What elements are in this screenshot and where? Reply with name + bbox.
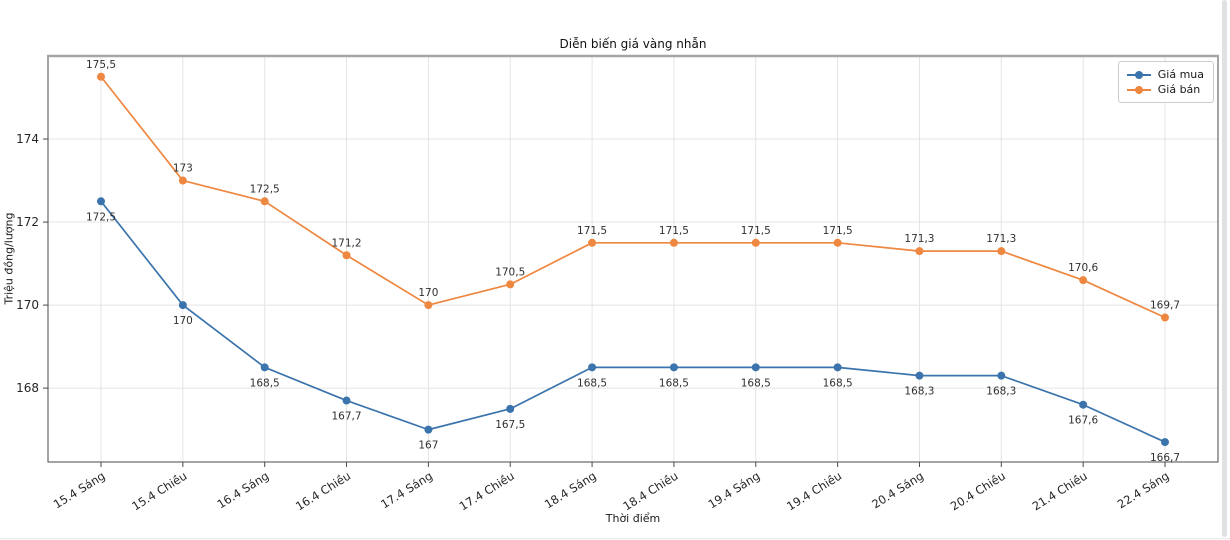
sell-data-point xyxy=(178,176,187,185)
sell-data-point xyxy=(97,72,105,81)
sell-data-label: 175,5 xyxy=(86,59,116,71)
buy-price-line xyxy=(100,200,1166,443)
sell-data-label: 171,2 xyxy=(332,237,362,249)
buy-series-swatch-icon xyxy=(1126,70,1151,79)
sell-series-swatch-icon xyxy=(1126,85,1151,94)
buy-data-point xyxy=(506,404,515,413)
buy-data-label: 168,5 xyxy=(577,377,607,389)
sell-data-label: 171,5 xyxy=(741,225,771,237)
buy-data-point xyxy=(751,363,760,372)
x-tick-label: 20.4 Sáng xyxy=(869,469,926,512)
buy-data-point xyxy=(833,363,842,372)
buy-data-label: 168,5 xyxy=(250,377,280,389)
sell-data-label: 169,7 xyxy=(1150,300,1180,312)
buy-data-point xyxy=(342,396,351,405)
buy-data-label: 168,3 xyxy=(904,386,934,398)
vertical-scrollbar[interactable] xyxy=(1222,0,1227,537)
x-tick-label: 18.4 Chiều xyxy=(620,469,680,514)
x-tick-label: 17.4 Chiều xyxy=(457,469,517,514)
y-tick-label: 170 xyxy=(16,298,39,312)
x-tick-label: 22.4 Sáng xyxy=(1115,469,1172,512)
buy-data-point xyxy=(1079,400,1088,409)
sell-data-point xyxy=(915,247,924,256)
sell-data-label: 172,5 xyxy=(250,183,280,195)
x-tick-label: 15.4 Sáng xyxy=(51,469,108,512)
sell-data-label: 170,5 xyxy=(495,266,525,278)
buy-data-label: 170 xyxy=(173,315,193,327)
buy-data-label: 172,5 xyxy=(86,211,116,223)
sell-data-point xyxy=(1161,313,1169,322)
buy-data-label: 168,5 xyxy=(741,377,771,389)
buy-data-point xyxy=(997,371,1006,380)
x-tick-label: 19.4 Sáng xyxy=(706,469,763,512)
sell-data-label: 170 xyxy=(418,287,438,299)
buy-data-point xyxy=(424,425,433,434)
x-tick-label: 17.4 Sáng xyxy=(378,469,435,512)
chart-title: Diễn biến giá vàng nhẫn xyxy=(559,37,707,51)
buy-data-label: 167,7 xyxy=(332,411,362,423)
sell-data-point xyxy=(588,238,597,247)
buy-data-label: 166,7 xyxy=(1150,452,1180,464)
sell-data-point xyxy=(1079,276,1088,285)
buy-data-point xyxy=(669,363,678,372)
legend-item-sell: Giá bán xyxy=(1126,82,1204,97)
legend-label-sell: Giá bán xyxy=(1157,83,1201,96)
legend-label-buy: Giá mua xyxy=(1157,68,1204,81)
sell-data-point xyxy=(424,301,433,310)
x-tick-label: 15.4 Chiều xyxy=(129,469,189,514)
buy-data-point xyxy=(588,363,597,372)
sell-price-line xyxy=(100,76,1166,319)
chart-legend: Giá mua Giá bán xyxy=(1117,61,1214,103)
buy-data-label: 167,6 xyxy=(1068,415,1098,427)
buy-data-point xyxy=(97,197,105,206)
legend-item-buy: Giá mua xyxy=(1126,67,1204,82)
x-tick-label: 19.4 Chiều xyxy=(784,469,844,514)
sell-data-point xyxy=(751,238,760,247)
y-tick-label: 174 xyxy=(16,132,39,146)
sell-data-label: 171,3 xyxy=(904,233,934,245)
sell-data-point xyxy=(669,238,678,247)
x-tick-label: 18.4 Sáng xyxy=(542,469,599,512)
sell-data-label: 170,6 xyxy=(1068,262,1098,274)
buy-data-point xyxy=(1161,438,1169,447)
sell-data-label: 171,3 xyxy=(986,233,1016,245)
buy-data-point xyxy=(260,363,269,372)
buy-data-label: 168,3 xyxy=(986,386,1016,398)
sell-data-point xyxy=(342,251,351,260)
sell-data-point xyxy=(833,238,842,247)
buy-data-label: 168,5 xyxy=(823,377,853,389)
buy-data-label: 168,5 xyxy=(659,377,689,389)
buy-data-label: 167 xyxy=(418,440,438,452)
page-bottom-border xyxy=(0,538,1230,539)
sell-data-point xyxy=(997,247,1006,256)
y-tick-label: 168 xyxy=(16,381,39,395)
sell-data-point xyxy=(260,197,269,206)
sell-data-label: 171,5 xyxy=(577,225,607,237)
buy-data-label: 167,5 xyxy=(495,419,525,431)
sell-data-label: 171,5 xyxy=(823,225,853,237)
x-tick-label: 21.4 Chiều xyxy=(1030,469,1090,514)
y-axis-label: Triệu đồng/lượng xyxy=(2,212,16,305)
x-tick-label: 16.4 Sáng xyxy=(215,469,272,512)
plot-frame xyxy=(47,55,1219,463)
sell-data-label: 173 xyxy=(173,163,193,175)
buy-data-point xyxy=(915,371,924,380)
x-tick-label: 20.4 Chiều xyxy=(948,469,1008,514)
buy-data-point xyxy=(178,301,187,310)
sell-data-point xyxy=(506,280,515,289)
y-tick-label: 172 xyxy=(16,215,39,229)
x-axis-label: Thời điểm xyxy=(605,512,661,525)
x-tick-label: 16.4 Chiều xyxy=(293,469,353,514)
sell-data-label: 171,5 xyxy=(659,225,689,237)
